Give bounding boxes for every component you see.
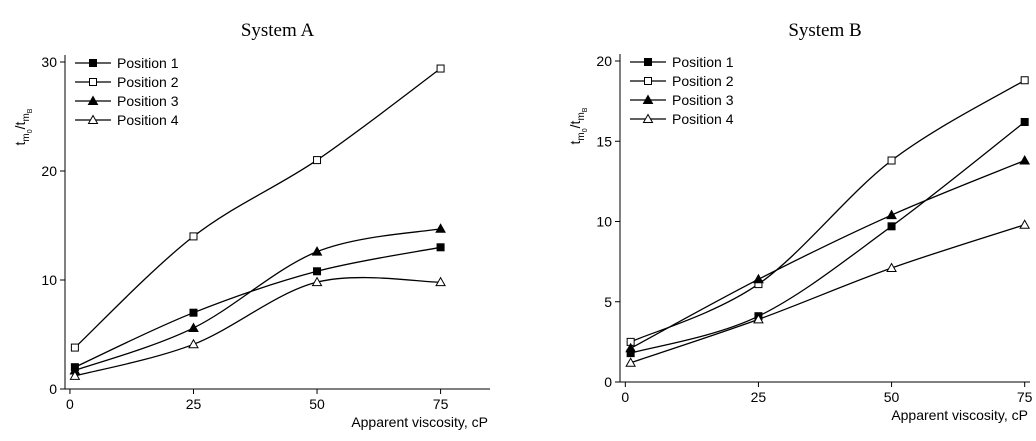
- x-tick-label: 75: [1017, 389, 1033, 405]
- marker: [69, 370, 81, 380]
- series-line: [74, 68, 441, 349]
- marker: [435, 276, 446, 287]
- y-label-part: B: [582, 107, 589, 112]
- series-line: [630, 224, 1025, 364]
- y-label-part: /t: [567, 120, 583, 128]
- series-line: [630, 121, 1026, 354]
- series-line: [74, 228, 441, 372]
- y-tick-label: 20: [596, 53, 612, 69]
- y-axis-label: tm0/tmB: [12, 108, 34, 145]
- marker: [625, 357, 637, 367]
- marker: [311, 276, 323, 287]
- marker: [189, 308, 198, 317]
- series-line: [630, 79, 1026, 343]
- marker: [313, 267, 322, 276]
- y-label-part: t: [567, 140, 583, 144]
- marker: [753, 313, 764, 324]
- x-tick-label: 25: [751, 389, 767, 405]
- legend-label: Position 1: [117, 55, 179, 71]
- legend-label: Position 1: [672, 54, 734, 70]
- series-line: [74, 246, 441, 368]
- y-tick-label: 5: [604, 294, 612, 310]
- marker: [886, 209, 897, 220]
- legend-marker: [89, 78, 97, 86]
- marker: [1020, 117, 1029, 126]
- marker: [887, 156, 896, 165]
- chart: System A 0 10 20 30 0 25 50 75 Apparent viscosity…: [12, 20, 490, 430]
- marker: [188, 322, 199, 332]
- legend-marker: [644, 58, 652, 66]
- x-tick-label: 50: [309, 396, 325, 412]
- marker: [753, 273, 764, 284]
- y-label-part: t: [12, 141, 28, 145]
- marker: [189, 232, 198, 241]
- marker: [887, 222, 896, 231]
- x-tick-label: 25: [186, 396, 202, 412]
- legend-label: Position 2: [672, 73, 734, 89]
- marker: [436, 243, 445, 252]
- marker: [435, 223, 446, 233]
- y-label-part: /t: [12, 121, 28, 129]
- legend-label: Position 3: [117, 93, 179, 109]
- marker: [1019, 154, 1031, 165]
- x-tick-label: 50: [884, 389, 900, 405]
- legend-label: Position 4: [672, 111, 734, 127]
- chart: System B 0 5 10 15 20 0 25 50 75 Apparent viscosit…: [567, 20, 1033, 423]
- marker: [311, 246, 323, 256]
- y-tick-label: 0: [604, 374, 612, 390]
- marker: [1020, 76, 1029, 85]
- y-tick-label: 15: [596, 133, 612, 149]
- x-tick-label: 75: [433, 396, 449, 412]
- series-line: [630, 159, 1025, 349]
- x-axis-label: Apparent viscosity, cP: [891, 407, 1028, 423]
- legend-label: Position 2: [117, 74, 179, 90]
- y-label-part: m: [21, 113, 32, 121]
- legend-marker: [644, 77, 652, 85]
- chart-title: System B: [788, 20, 861, 41]
- y-label-part: 0: [27, 129, 34, 133]
- legend-marker: [87, 114, 99, 124]
- y-tick-label: 30: [41, 54, 57, 70]
- x-tick-label: 0: [66, 396, 74, 412]
- y-tick-label: 10: [596, 214, 612, 230]
- marker: [188, 338, 199, 349]
- x-axis-label: Apparent viscosity, cP: [351, 414, 488, 430]
- chart-title: System A: [241, 20, 315, 41]
- legend-label: Position 3: [672, 92, 734, 108]
- marker: [886, 262, 897, 273]
- legend-marker: [642, 113, 654, 123]
- marker: [625, 342, 637, 353]
- marker: [1019, 219, 1031, 229]
- y-axis-label: tm0/tmB: [567, 107, 589, 144]
- y-label-part: m: [576, 132, 587, 140]
- marker: [70, 343, 79, 352]
- legend-marker: [642, 94, 654, 104]
- legend-marker: [89, 59, 97, 67]
- series-line: [74, 276, 441, 377]
- legend-marker: [87, 95, 99, 105]
- x-tick-label: 0: [621, 389, 629, 405]
- marker: [436, 64, 445, 73]
- y-tick-label: 10: [41, 272, 57, 288]
- y-tick-label: 20: [41, 163, 57, 179]
- legend-label: Position 4: [117, 112, 179, 128]
- marker: [313, 156, 322, 165]
- y-label-part: 0: [582, 128, 589, 132]
- y-label-part: m: [21, 133, 32, 141]
- y-label-part: m: [576, 112, 587, 120]
- y-tick-label: 0: [49, 381, 57, 397]
- y-label-part: B: [27, 108, 34, 113]
